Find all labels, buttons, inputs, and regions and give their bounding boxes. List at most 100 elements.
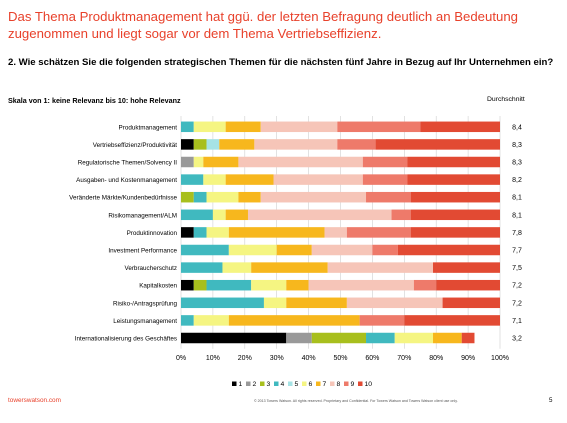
legend-label: 7 bbox=[323, 381, 327, 388]
bar-segment bbox=[461, 332, 475, 344]
x-tick-label: 70% bbox=[397, 355, 411, 362]
legend-label: 1 bbox=[239, 381, 243, 388]
legend-swatch bbox=[302, 381, 307, 386]
bar-segment bbox=[359, 315, 405, 326]
bar-segment bbox=[286, 332, 312, 344]
legend-swatch bbox=[246, 381, 251, 386]
bar-segment bbox=[273, 174, 363, 185]
bar-segment bbox=[407, 156, 500, 168]
bar-segment bbox=[436, 279, 500, 291]
legend-swatch bbox=[260, 381, 265, 386]
bar-segment bbox=[181, 191, 194, 203]
bar-segment bbox=[394, 332, 434, 344]
bar-segment bbox=[311, 244, 373, 256]
bar-segment bbox=[181, 121, 194, 133]
bar-segment bbox=[251, 262, 328, 273]
bar-segment bbox=[324, 227, 347, 238]
bar-segment bbox=[366, 332, 395, 344]
bar-segment bbox=[203, 156, 239, 168]
average-value: 8,3 bbox=[512, 142, 522, 149]
x-tick-label: 100% bbox=[491, 355, 509, 362]
legend-label: 10 bbox=[365, 381, 373, 388]
average-value: 7,2 bbox=[512, 283, 522, 290]
question-text: 2. Wie schätzen Sie die folgenden strate… bbox=[8, 57, 554, 68]
x-tick-label: 10% bbox=[206, 355, 220, 362]
bar-segment bbox=[181, 297, 264, 309]
bar-segment bbox=[254, 139, 338, 150]
scale-label: Skala von 1: keine Relevanz bis 10: hohe… bbox=[8, 96, 181, 105]
bar-segment bbox=[181, 139, 194, 150]
bar-segment bbox=[228, 315, 360, 326]
bar-segment bbox=[311, 332, 367, 344]
category-label: Vertriebseffizienz/Produktivität bbox=[93, 142, 177, 149]
average-value: 8,2 bbox=[512, 177, 522, 184]
x-tick-label: 90% bbox=[461, 355, 475, 362]
legend-swatch bbox=[288, 381, 293, 386]
bar-segment bbox=[181, 209, 213, 221]
x-tick-label: 80% bbox=[429, 355, 443, 362]
category-label: Verbraucherschutz bbox=[124, 265, 177, 272]
bar-segment bbox=[251, 279, 287, 291]
bar-segment bbox=[225, 174, 274, 185]
bar-segment bbox=[420, 121, 500, 133]
bar-segment bbox=[238, 191, 261, 203]
legend-swatch bbox=[316, 381, 321, 386]
bar-segment bbox=[410, 227, 500, 238]
x-tick-label: 30% bbox=[270, 355, 284, 362]
bar-segment bbox=[206, 191, 239, 203]
legend-swatch bbox=[274, 381, 279, 386]
legend-label: 8 bbox=[337, 381, 341, 388]
average-column-header: Durchschnitt bbox=[487, 96, 525, 103]
legend-swatch bbox=[330, 381, 335, 386]
legend-label: 6 bbox=[309, 381, 313, 388]
category-label: Risikomanagement/ALM bbox=[108, 212, 177, 219]
bar-segment bbox=[337, 139, 376, 150]
bar-segment bbox=[346, 297, 443, 309]
bar-segment bbox=[286, 279, 309, 291]
legend-swatch bbox=[358, 381, 363, 386]
bar-segment bbox=[260, 191, 367, 203]
headline: Das Thema Produktmanagement hat ggü. der… bbox=[8, 9, 519, 41]
x-tick-label: 50% bbox=[333, 355, 347, 362]
bar-segment bbox=[181, 315, 194, 326]
average-value: 7,5 bbox=[512, 265, 522, 272]
bar-segment bbox=[366, 191, 411, 203]
category-label: Produktinnovation bbox=[127, 230, 178, 237]
bar-segment bbox=[181, 332, 287, 344]
legend-label: 9 bbox=[351, 381, 355, 388]
average-value: 3,2 bbox=[512, 336, 522, 343]
bar-segment bbox=[206, 227, 229, 238]
average-value: 7,8 bbox=[512, 230, 522, 237]
bar-segment bbox=[397, 244, 500, 256]
bar-segment bbox=[260, 121, 338, 133]
legend-label: 4 bbox=[281, 381, 285, 388]
average-value: 8,4 bbox=[512, 124, 522, 131]
average-value: 8,3 bbox=[512, 160, 522, 167]
bar-segment bbox=[193, 121, 226, 133]
legend-swatch bbox=[232, 381, 237, 386]
bar-segment bbox=[228, 227, 325, 238]
x-tick-label: 20% bbox=[238, 355, 252, 362]
footer-brand[interactable]: towerswatson.com bbox=[8, 397, 61, 404]
average-value: 8,1 bbox=[512, 195, 522, 202]
bar-segment bbox=[181, 262, 223, 273]
bar-segment bbox=[219, 139, 255, 150]
legend-swatch bbox=[344, 381, 349, 386]
bar-segment bbox=[225, 121, 261, 133]
bar-segment bbox=[337, 121, 421, 133]
bar-segment bbox=[181, 279, 194, 291]
legend-label: 3 bbox=[267, 381, 271, 388]
bar-segment bbox=[238, 156, 363, 168]
footer-copyright: © 2013 Towers Watson. All rights reserve… bbox=[254, 399, 458, 403]
bar-segment bbox=[203, 174, 226, 185]
bar-segment bbox=[433, 332, 462, 344]
bar-segment bbox=[410, 191, 500, 203]
x-tick-label: 0% bbox=[176, 355, 186, 362]
average-value: 8,1 bbox=[512, 212, 522, 219]
bar-segment bbox=[327, 262, 434, 273]
bar-segment bbox=[212, 209, 226, 221]
bar-segment bbox=[206, 279, 252, 291]
average-value: 7,7 bbox=[512, 248, 522, 255]
bar-segment bbox=[193, 227, 207, 238]
